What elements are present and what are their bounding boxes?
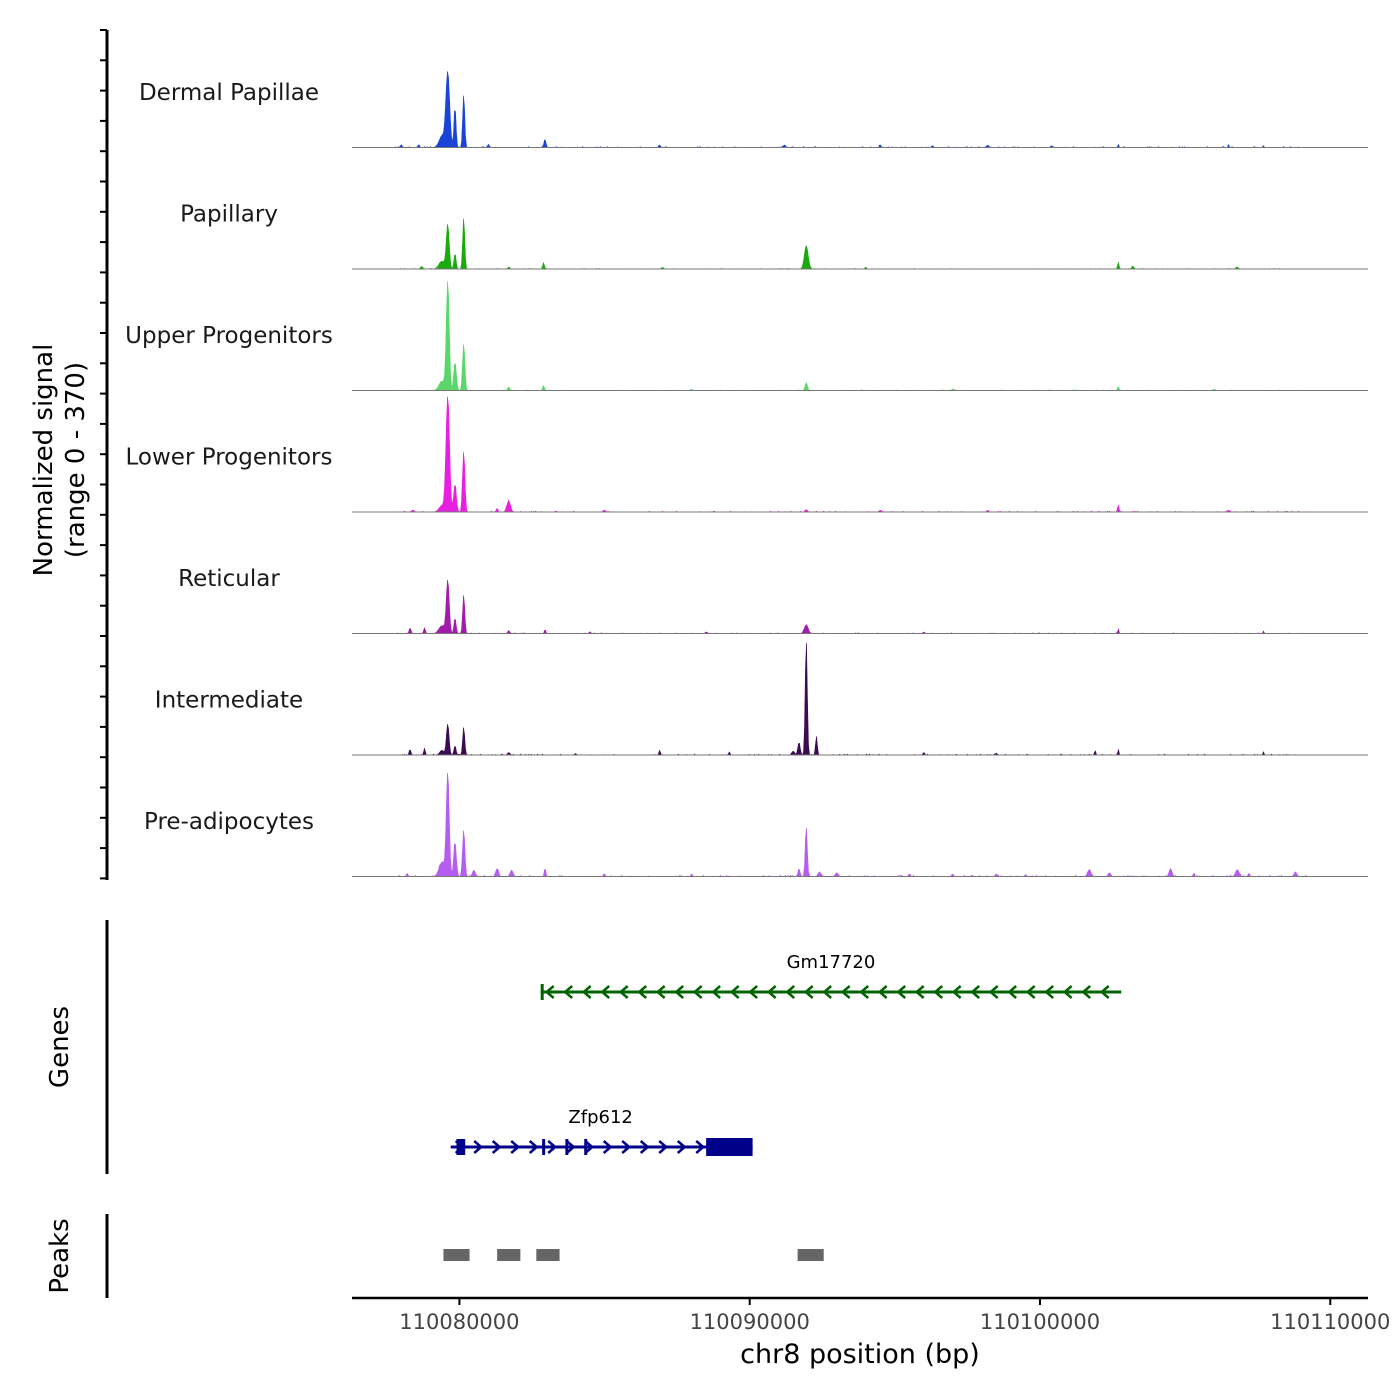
strand-arrow [785,985,795,999]
x-axis: 110080000 110090000 110100000 110110000 [399,1298,1390,1334]
strand-arrow [655,985,666,999]
strand-arrow [1099,985,1110,999]
strand-arrow [896,985,906,999]
track-label: Pre-adipocytes [144,809,314,835]
exon [456,1139,466,1155]
coverage-axis [100,29,109,880]
strand-arrow [840,985,851,999]
coverage-signal [395,396,1309,513]
exon [706,1138,753,1156]
track-intermediate: Intermediate [155,642,1368,756]
strand-arrow [951,985,962,999]
strand-arrow [729,985,740,999]
track-label: Lower Progenitors [126,445,333,471]
strand-arrow [491,1140,502,1154]
strand-arrow [822,985,832,999]
strand-arrow [877,985,888,999]
strand-arrow [1007,985,1018,999]
strand-arrow [692,985,703,999]
strand-arrow [859,985,869,999]
strand-arrow [565,1140,576,1154]
exon [565,1139,569,1155]
exon [584,1139,588,1155]
track-lower-progenitors: Lower Progenitors [126,396,1368,513]
strand-arrow [547,1140,558,1154]
y-axis-label-line1: Normalized signal [29,344,59,577]
strand-arrow [748,985,758,999]
genes-axis-label: Genes [45,1006,75,1088]
strand-arrow [581,985,592,999]
coverage-signal [395,281,1308,391]
exon [542,1139,546,1155]
coverage-signal [395,642,1308,756]
strand-arrow [584,1140,595,1154]
strand-arrow [933,985,943,999]
strand-arrow [473,1140,484,1154]
strand-arrow [602,1140,613,1154]
coverage-tracks: Dermal Papillae Papillary Upper Progenitor… [125,71,1368,877]
x-axis-title: chr8 position (bp) [740,1339,980,1370]
track-label: Dermal Papillae [139,80,319,106]
exon [540,984,544,1000]
strand-arrow [988,985,999,999]
track-pre-adipocytes: Pre-adipocytes [144,772,1368,877]
strand-arrow [618,985,629,999]
strand-arrow [970,985,980,999]
x-tick-label: 110080000 [399,1310,519,1334]
gene-gm17720: Gm17720 [540,952,1122,1000]
strand-arrow [637,985,647,999]
y-axis-label-line2: (range 0 - 370) [61,362,91,558]
track-label: Reticular [178,566,280,592]
track-papillary: Papillary [180,202,1368,270]
peak-region [797,1249,824,1261]
strand-arrow [600,985,610,999]
track-label: Upper Progenitors [125,323,333,349]
strand-arrow [1081,985,1092,999]
track-label: Papillary [180,202,278,228]
strand-arrow [510,1140,521,1154]
strand-arrow [766,985,777,999]
strand-arrow [695,1140,706,1154]
track-reticular: Reticular [178,566,1368,634]
peak-region [497,1249,521,1261]
strand-arrow [1044,985,1055,999]
gene-zfp612: Zfp612 [450,1107,753,1156]
peaks-axis-label: Peaks [45,1218,75,1293]
peak-regions [443,1249,824,1261]
strand-arrow [711,985,721,999]
track-upper-progenitors: Upper Progenitors [125,281,1368,391]
coverage-signal [395,71,1308,148]
strand-arrow [1062,985,1073,999]
strand-arrow [563,985,573,999]
gene-label: Gm17720 [787,952,876,973]
coverage-signal [395,772,1308,877]
track-label: Intermediate [155,688,303,714]
peak-region [443,1249,470,1261]
x-tick-label: 110090000 [690,1310,810,1334]
strand-arrow [639,1140,650,1154]
strand-arrow [528,1140,539,1154]
x-tick-label: 110110000 [1270,1310,1390,1334]
coverage-signal [395,579,1308,634]
strand-arrow [1025,985,1036,999]
gene-label: Zfp612 [568,1107,632,1128]
x-tick-label: 110100000 [980,1310,1100,1334]
strand-arrow [676,1140,687,1154]
gene-annotations: Gm17720 Zfp612 [450,952,1122,1156]
strand-arrow [658,1140,669,1154]
coverage-signal [395,218,1308,270]
strand-arrow [803,985,814,999]
strand-arrow [914,985,925,999]
track-dermal-papillae: Dermal Papillae [139,71,1368,148]
strand-arrow [621,1140,632,1154]
strand-arrow [674,985,684,999]
peak-region [536,1249,560,1261]
strand-arrow [544,985,555,999]
